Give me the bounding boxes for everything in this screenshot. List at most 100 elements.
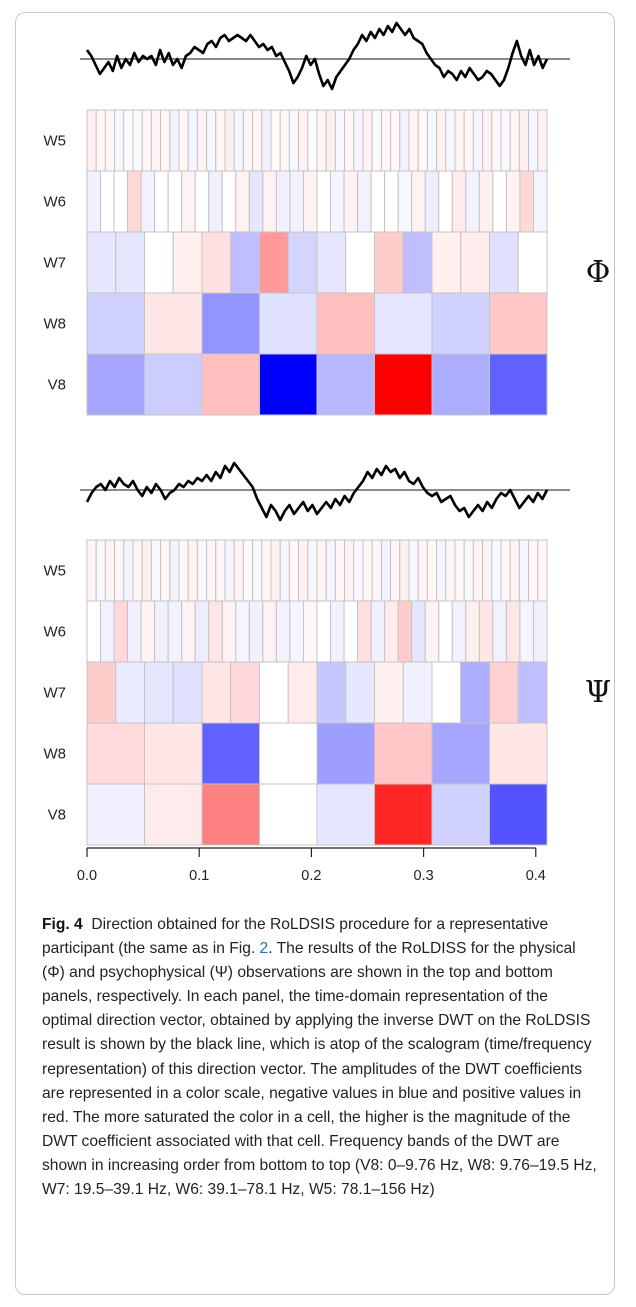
- scalogram-cell-w5: [196, 539, 208, 602]
- scalogram-cell-w5: [298, 539, 309, 602]
- scalogram-cell-v8: [316, 353, 375, 416]
- band-label-w8: W8: [44, 316, 67, 333]
- scalogram-cell-w5: [445, 109, 456, 172]
- scalogram-cell-w5: [252, 539, 263, 602]
- scalogram-cell-w6: [397, 170, 413, 233]
- scalogram-cell-w5: [242, 539, 254, 602]
- scalogram-cell-w6: [140, 170, 156, 233]
- scalogram-cell-w6: [330, 600, 345, 663]
- scalogram-cell-w5: [169, 109, 180, 172]
- scalogram-cell-w5: [371, 539, 382, 602]
- band-label-w6: W6: [44, 624, 67, 641]
- scalogram-cell-w5: [408, 109, 419, 172]
- scalogram-cell-w6: [262, 170, 277, 233]
- scalogram-cell-w8: [144, 292, 203, 355]
- scalogram-cell-w5: [279, 539, 290, 602]
- scalogram-cell-w5: [114, 109, 125, 172]
- scalogram-cell-w6: [316, 600, 332, 663]
- scalogram-cell-w6: [357, 170, 372, 233]
- scalogram-cell-w5: [169, 539, 180, 602]
- scalogram-cell-w6: [451, 600, 467, 663]
- scalogram-cell-w5: [454, 539, 465, 602]
- scalogram-cell-w5: [436, 539, 447, 602]
- time-axis-tick-label: 0.1: [189, 868, 209, 884]
- figure-reference-link[interactable]: 2: [259, 940, 269, 958]
- scalogram-cell-v8: [201, 783, 260, 846]
- scalogram-cell-w5: [178, 109, 189, 172]
- scalogram-cell-v8: [316, 783, 375, 846]
- scalogram-cell-w5: [491, 539, 502, 602]
- scalogram-cell-w6: [478, 600, 494, 663]
- scalogram-cell-w7: [489, 231, 519, 294]
- scalogram-cell-w5: [141, 539, 152, 602]
- scalogram-cell-w5: [334, 109, 346, 172]
- scalogram-cell-w6: [275, 170, 291, 233]
- band-label-w7: W7: [44, 255, 67, 272]
- scalogram-cell-w6: [519, 600, 534, 663]
- scalogram-cell-w5: [399, 539, 410, 602]
- scalogram-cell-w7: [201, 661, 232, 724]
- scalogram-cell-w8: [316, 292, 375, 355]
- scalogram-cell-w5: [445, 539, 456, 602]
- scalogram-cell-w5: [426, 109, 438, 172]
- scalogram-cell-w6: [451, 170, 467, 233]
- scalogram-cell-w7: [287, 231, 318, 294]
- scalogram-cell-w5: [344, 109, 355, 172]
- scalogram-cell-v8: [201, 353, 260, 416]
- scalogram-cell-w6: [100, 600, 115, 663]
- scalogram-cell-w6: [248, 600, 264, 663]
- scalogram-cell-w6: [127, 600, 142, 663]
- scalogram-cell-w6: [248, 170, 264, 233]
- scalogram-cell-v8: [489, 783, 548, 846]
- scalogram-cell-w5: [371, 109, 382, 172]
- scalogram-cell-w7: [86, 231, 117, 294]
- scalogram-cell-w6: [384, 600, 399, 663]
- scalogram-cell-w5: [518, 539, 530, 602]
- scalogram-cell-v8: [431, 353, 490, 416]
- scalogram-cell-w7: [172, 231, 203, 294]
- panel-symbol: Φ: [586, 255, 611, 290]
- scalogram-cell-w5: [114, 539, 125, 602]
- scalogram-cell-w5: [307, 109, 318, 172]
- time-axis-tick-label: 0.2: [301, 868, 321, 884]
- scalogram-cell-w7: [144, 661, 174, 724]
- scalogram-cell-w5: [454, 109, 465, 172]
- scalogram-cell-w5: [206, 539, 217, 602]
- scalogram-cell-w8: [86, 722, 145, 785]
- scalogram-cell-v8: [86, 353, 145, 416]
- scalogram-cell-w8: [86, 292, 145, 355]
- scalogram-cell-w6: [465, 600, 480, 663]
- scalogram-cell-w7: [517, 661, 548, 724]
- scalogram-cell-v8: [374, 353, 433, 416]
- scalogram-cell-w5: [500, 109, 511, 172]
- scalogram-cell-w5: [233, 109, 244, 172]
- scalogram-cell-w5: [491, 109, 502, 172]
- scalogram-cell-w6: [357, 600, 372, 663]
- caption-text-start: Direction obtained for the RoLDSIS proce…: [42, 916, 549, 958]
- band-label-w8: W8: [44, 746, 67, 763]
- scalogram-cell-w6: [343, 170, 359, 233]
- scalogram-cell-w6: [330, 170, 345, 233]
- scalogram-cell-v8: [259, 783, 318, 846]
- scalogram-cell-w7: [201, 231, 232, 294]
- scalogram-cell-v8: [144, 783, 203, 846]
- scalogram-cell-w5: [150, 539, 162, 602]
- scalogram-cell-w5: [261, 109, 272, 172]
- scalogram-cell-w5: [472, 109, 484, 172]
- band-label-w5: W5: [44, 563, 67, 580]
- scalogram-cell-w5: [537, 539, 548, 602]
- figure-caption: Fig. 4 Direction obtained for the RoLDSI…: [42, 913, 602, 1202]
- scalogram-cell-w6: [208, 170, 223, 233]
- scalogram-cell-w5: [436, 109, 447, 172]
- scalogram-cell-w5: [509, 109, 520, 172]
- scalogram-cell-w6: [154, 170, 169, 233]
- scalogram-cell-w6: [424, 170, 440, 233]
- scalogram-cell-w6: [194, 170, 210, 233]
- scalogram-cell-w5: [95, 539, 106, 602]
- scalogram-cell-w6: [181, 170, 196, 233]
- scalogram-cell-w5: [141, 109, 152, 172]
- scalogram-cell-w5: [390, 539, 401, 602]
- scalogram-cell-w6: [235, 170, 250, 233]
- scalogram-cell-w6: [465, 170, 480, 233]
- scalogram-cell-w6: [167, 600, 183, 663]
